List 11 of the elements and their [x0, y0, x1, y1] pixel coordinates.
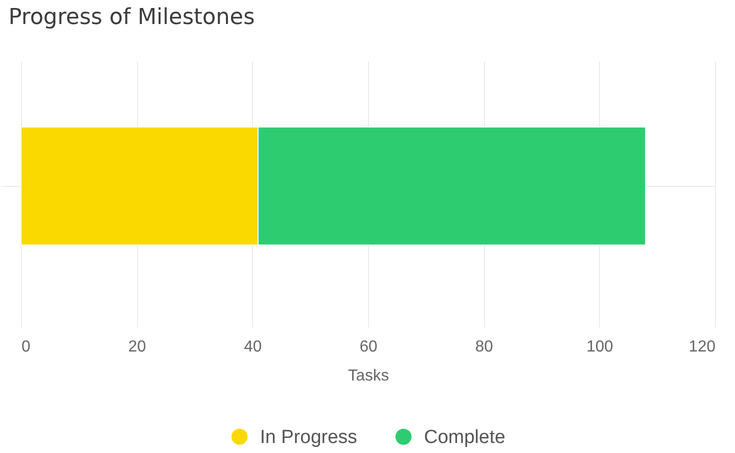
legend-label: Complete	[424, 426, 506, 448]
x-tick-label: 100	[586, 338, 614, 356]
chart-title: Progress of Milestones	[8, 5, 255, 30]
x-tick-label: 60	[360, 338, 378, 356]
x-tick-label: 120	[688, 338, 716, 356]
x-tick-label: 0	[22, 338, 30, 356]
x-tick-label: 40	[244, 338, 262, 356]
legend-label: In Progress	[260, 426, 358, 448]
x-axis-title: Tasks	[348, 368, 389, 384]
x-tick-label: 20	[128, 338, 146, 356]
x-tick-label: 80	[475, 338, 494, 356]
